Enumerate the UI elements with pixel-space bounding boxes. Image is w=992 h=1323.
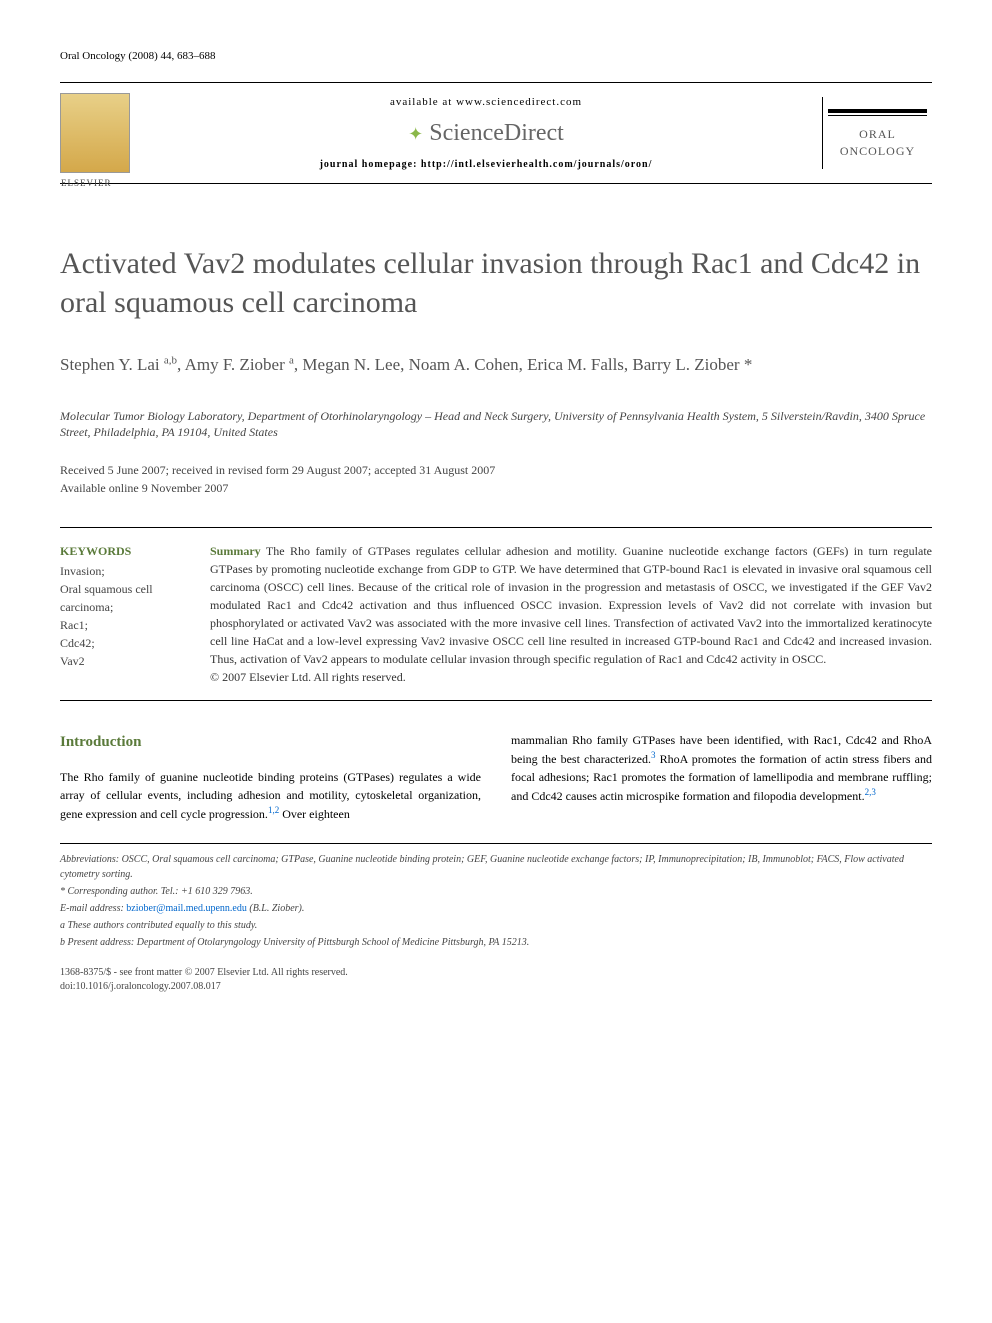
affiliation: Molecular Tumor Biology Laboratory, Depa… [60, 408, 932, 442]
journal-name-2: ONCOLOGY [828, 143, 927, 160]
footer: 1368-8375/$ - see front matter © 2007 El… [60, 966, 932, 994]
email-address[interactable]: bziober@mail.med.upenn.edu [126, 903, 247, 914]
elsevier-logo [60, 93, 130, 173]
column-left: Introduction The Rho family of guanine n… [60, 731, 481, 823]
journal-name-1: ORAL [828, 126, 927, 143]
sciencedirect-logo: ✦ ScienceDirect [150, 120, 822, 147]
summary-copyright: © 2007 Elsevier Ltd. All rights reserved… [210, 668, 932, 686]
email-label: E-mail address: [60, 903, 124, 914]
received-date: Received 5 June 2007; received in revise… [60, 461, 932, 479]
keywords-list: Invasion; Oral squamous cell carcinoma; … [60, 562, 190, 670]
footnote-a: a These authors contributed equally to t… [60, 918, 932, 933]
doi: doi:10.1016/j.oraloncology.2007.08.017 [60, 980, 932, 994]
intro-para-left: The Rho family of guanine nucleotide bin… [60, 768, 481, 823]
available-text: available at www.sciencedirect.com [150, 96, 822, 108]
sciencedirect-icon: ✦ [408, 124, 423, 144]
intro-heading: Introduction [60, 731, 481, 754]
email-line: E-mail address: bziober@mail.med.upenn.e… [60, 901, 932, 916]
abbreviations: Abbreviations: OSCC, Oral squamous cell … [60, 852, 932, 882]
summary-text: Summary The Rho family of GTPases regula… [210, 542, 932, 686]
keywords-box: KEYWORDS Invasion; Oral squamous cell ca… [60, 542, 210, 686]
front-matter: 1368-8375/$ - see front matter © 2007 El… [60, 966, 932, 980]
intro-para-right: mammalian Rho family GTPases have been i… [511, 731, 932, 805]
authors-list: Stephen Y. Lai a,b, Amy F. Ziober a, Meg… [60, 352, 932, 378]
citation-header: Oral Oncology (2008) 44, 683–688 [60, 50, 932, 62]
email-suffix: (B.L. Ziober). [247, 903, 305, 914]
online-date: Available online 9 November 2007 [60, 479, 932, 497]
abstract-block: KEYWORDS Invasion; Oral squamous cell ca… [60, 527, 932, 701]
corresponding-author: * Corresponding author. Tel.: +1 610 329… [60, 884, 932, 899]
keywords-title: KEYWORDS [60, 542, 190, 560]
journal-homepage: journal homepage: http://intl.elsevierhe… [150, 159, 822, 170]
footnote-b: b Present address: Department of Otolary… [60, 935, 932, 950]
journal-cover-box: ORAL ONCOLOGY [822, 97, 932, 170]
body-columns: Introduction The Rho family of guanine n… [60, 731, 932, 823]
sciencedirect-name: ScienceDirect [429, 120, 564, 146]
journal-banner: available at www.sciencedirect.com ✦ Sci… [60, 82, 932, 184]
article-dates: Received 5 June 2007; received in revise… [60, 461, 932, 497]
footnotes: Abbreviations: OSCC, Oral squamous cell … [60, 843, 932, 950]
article-title: Activated Vav2 modulates cellular invasi… [60, 244, 932, 322]
summary-body: The Rho family of GTPases regulates cell… [210, 544, 932, 666]
summary-label: Summary [210, 544, 261, 558]
column-right: mammalian Rho family GTPases have been i… [511, 731, 932, 823]
